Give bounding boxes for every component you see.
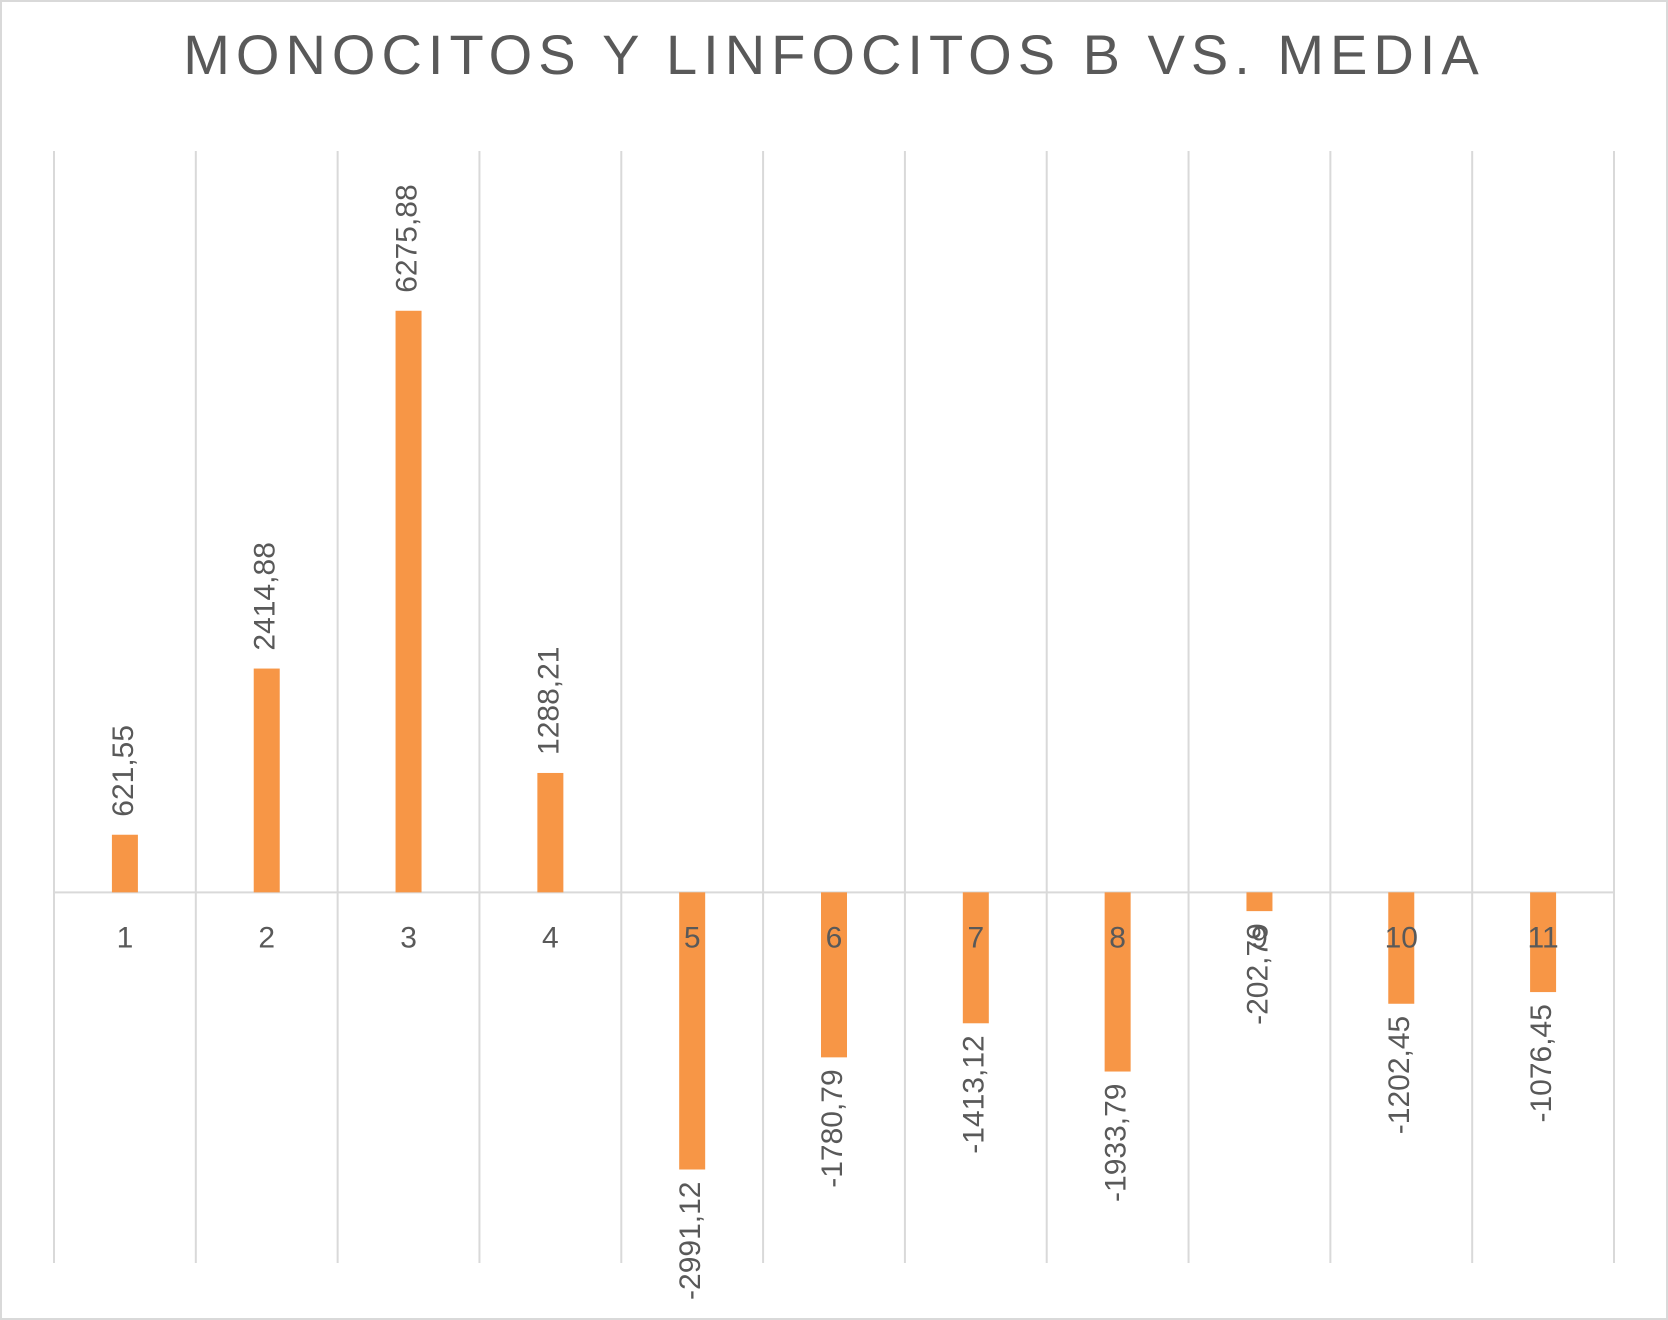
data-label: -1413,12: [958, 1035, 991, 1153]
x-tick-label: 11: [1528, 921, 1559, 954]
bar: [537, 772, 564, 893]
data-label: -202,79: [1241, 923, 1274, 1025]
x-tick-label: 5: [684, 921, 701, 954]
bar: [821, 892, 847, 1058]
x-tick-label: 9: [1251, 921, 1268, 954]
data-label: -1202,45: [1383, 1016, 1416, 1134]
data-label: -1780,79: [816, 1069, 849, 1187]
x-tick-label: 10: [1385, 921, 1418, 954]
bar: [1246, 892, 1273, 912]
x-tick-label: 1: [117, 921, 134, 954]
bar: [111, 834, 138, 893]
x-tick-label: 2: [258, 921, 275, 954]
bar: [395, 310, 422, 893]
data-label: 1288,21: [532, 647, 565, 755]
x-tick-label: 4: [542, 921, 559, 954]
bar: [962, 892, 989, 1024]
x-tick-label: 6: [826, 921, 843, 954]
data-label: -1076,45: [1525, 1004, 1558, 1122]
bar: [679, 892, 706, 1170]
x-tick-label: 7: [967, 921, 984, 954]
x-tick-label: 3: [400, 921, 417, 954]
data-label: 2414,88: [249, 542, 282, 650]
data-label: 6275,88: [390, 184, 423, 292]
data-label: -1933,79: [1100, 1084, 1133, 1202]
bar: [1388, 892, 1415, 1004]
bar: [1530, 892, 1557, 993]
data-label: 621,55: [107, 725, 140, 817]
chart-title: MONOCITOS Y LINFOCITOS B VS. MEDIA: [183, 23, 1485, 86]
data-label: -2991,12: [674, 1182, 707, 1300]
x-tick-label: 8: [1109, 921, 1126, 954]
bar: [1104, 892, 1131, 1072]
bar: [253, 668, 280, 893]
